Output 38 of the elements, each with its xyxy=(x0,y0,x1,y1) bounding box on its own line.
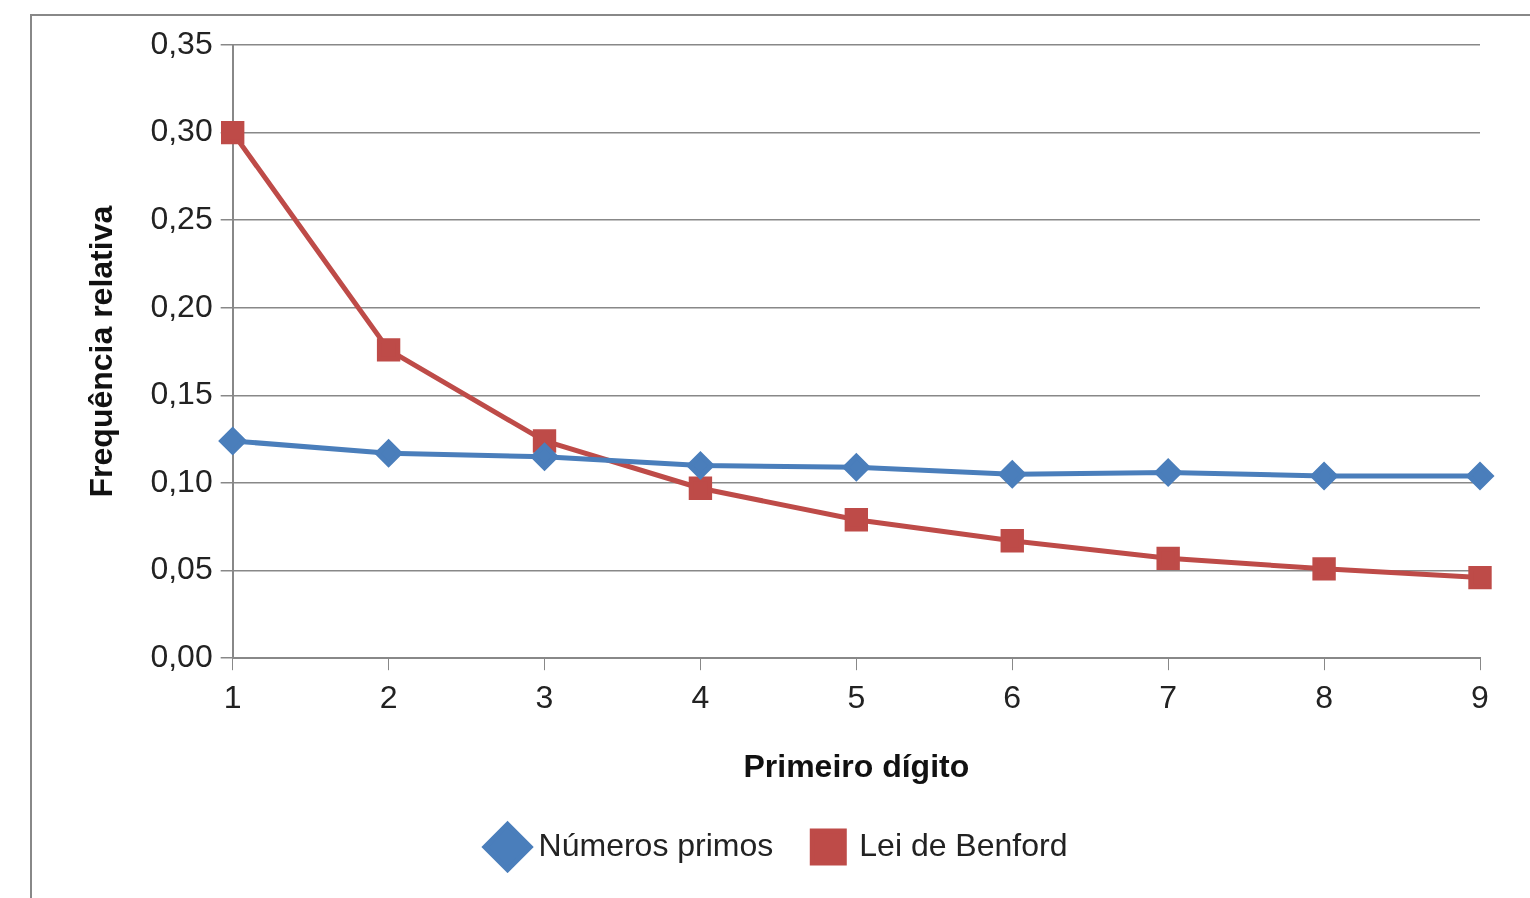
y-tick-label: 0,35 xyxy=(150,24,213,61)
legend-label: Números primos xyxy=(538,826,774,863)
point xyxy=(688,476,713,500)
x-tick-label: 4 xyxy=(691,679,710,716)
y-tick-label: 0,20 xyxy=(150,287,213,324)
point xyxy=(1312,557,1336,581)
x-tick-label: 9 xyxy=(1471,679,1489,716)
y-tick-label: 0,10 xyxy=(150,462,213,499)
y-tick-label: 0,30 xyxy=(150,112,213,149)
x-tick-label: 3 xyxy=(535,679,554,716)
x-tick-label: 2 xyxy=(379,679,398,716)
legend-label: Lei de Benford xyxy=(859,826,1068,863)
y-axis-title: Frequência relativa xyxy=(83,205,120,498)
y-tick-label: 0,25 xyxy=(150,200,213,237)
point xyxy=(1000,529,1024,553)
point xyxy=(219,427,247,455)
point xyxy=(844,508,869,532)
point xyxy=(1310,462,1338,490)
point xyxy=(376,338,401,362)
point xyxy=(1466,462,1494,490)
x-tick-label: 7 xyxy=(1159,679,1178,716)
y-tick-label: 0,05 xyxy=(150,550,213,587)
x-tick-label: 5 xyxy=(847,679,866,716)
y-tick-label: 0,00 xyxy=(150,638,213,675)
x-tick-label: 8 xyxy=(1315,679,1333,716)
point xyxy=(998,460,1026,488)
point xyxy=(1156,546,1180,571)
point xyxy=(531,443,559,471)
point xyxy=(1468,565,1492,590)
point xyxy=(375,439,403,467)
point xyxy=(842,453,870,481)
y-tick-label: 0,15 xyxy=(150,375,213,412)
x-axis-title: Primeiro dígito xyxy=(743,747,970,784)
point xyxy=(1154,458,1182,486)
x-tick-label: 1 xyxy=(223,679,242,716)
x-tick-label: 6 xyxy=(1003,679,1022,716)
point xyxy=(220,120,245,145)
point xyxy=(686,451,714,479)
